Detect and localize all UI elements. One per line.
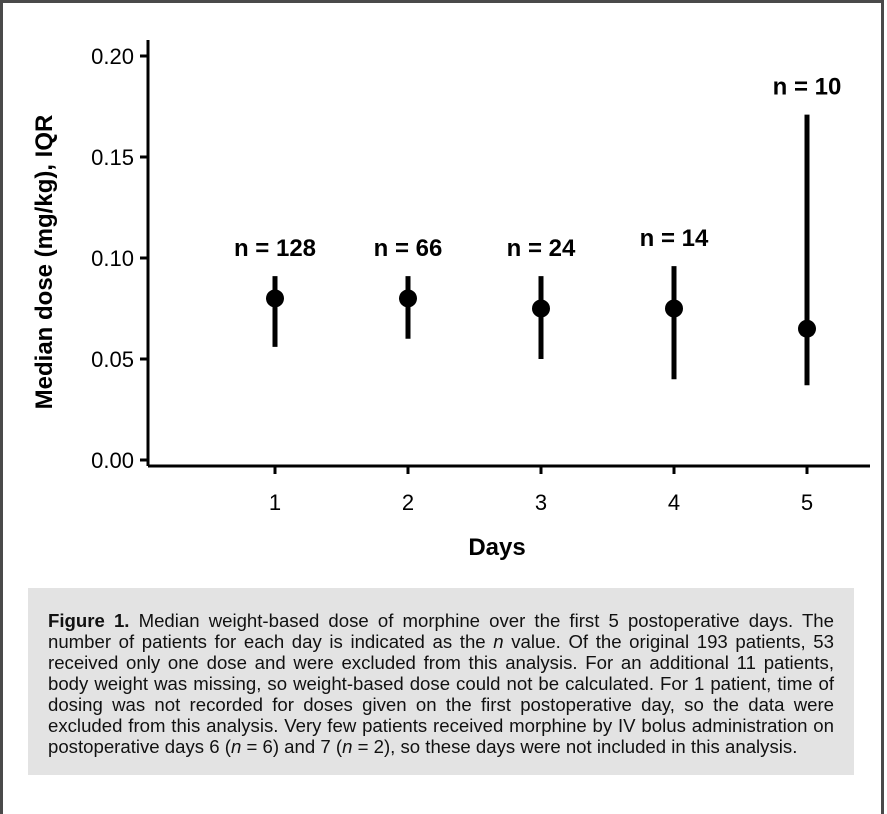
median-point xyxy=(798,319,816,338)
y-axis-title: Median dose (mg/kg), IQR xyxy=(31,115,58,410)
x-tick-label: 3 xyxy=(535,490,547,515)
caption-text-4: = 2), so these days were not included in… xyxy=(352,736,798,757)
x-tick-label: 4 xyxy=(668,490,680,515)
median-point xyxy=(399,289,417,308)
caption-text-2: value. Of the original 193 patients, 53 … xyxy=(48,631,834,757)
x-tick-label: 2 xyxy=(402,490,414,515)
caption-figure-label: Figure 1. xyxy=(48,610,130,631)
caption-n-1: n xyxy=(493,631,504,652)
y-tick-label: 0.20 xyxy=(91,44,134,69)
y-tick-label: 0.15 xyxy=(91,145,134,170)
n-label: n = 10 xyxy=(773,74,842,101)
dose-chart: 0.000.050.100.150.201 2 3 4 5 n = 128 n = 66 n… xyxy=(31,40,870,561)
n-label: n = 24 xyxy=(507,235,576,262)
x-tick-label: 5 xyxy=(801,490,813,515)
median-point xyxy=(266,289,284,308)
caption-text-3: = 6) and 7 ( xyxy=(241,736,343,757)
n-label: n = 14 xyxy=(640,225,709,252)
caption-text-1: Median weight-based dose of morphine ove… xyxy=(48,610,834,652)
caption-n-3: n xyxy=(342,736,353,757)
x-tick-label: 1 xyxy=(269,490,281,515)
chart-axes: 0.00 0.05 0.10 0.15 0.20 1 2 3 4 5 xyxy=(91,40,870,515)
y-tick-label: 0.05 xyxy=(91,347,134,372)
figure-caption: Figure 1. Median weight-based dose of mo… xyxy=(28,588,854,775)
y-tick-label: 0.10 xyxy=(91,246,134,271)
n-label: n = 66 xyxy=(374,235,443,262)
median-point xyxy=(665,299,683,318)
n-label: n = 128 xyxy=(234,235,316,262)
median-point xyxy=(532,299,550,318)
y-tick-label: 0.00 xyxy=(91,448,134,473)
x-axis-title: Days xyxy=(468,534,525,561)
caption-n-2: n xyxy=(230,736,242,757)
chart-marks: n = 128 n = 66 n = 24 n = 14 n = 10 xyxy=(234,74,841,386)
